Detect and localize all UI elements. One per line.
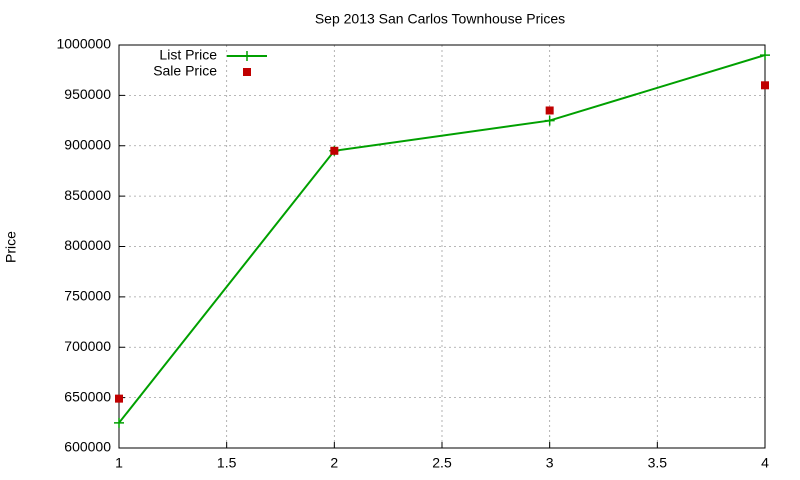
- y-tick-label: 950000: [64, 86, 111, 102]
- y-axis-label: Price: [3, 231, 19, 263]
- point-marker: [115, 394, 123, 403]
- y-tick-label: 850000: [64, 187, 111, 203]
- point-marker: [330, 146, 339, 155]
- series-line: [118, 54, 766, 424]
- y-tick-label: 700000: [64, 338, 111, 354]
- y-tick-label: 600000: [64, 439, 111, 455]
- legend-label: List Price: [159, 47, 217, 63]
- point-marker: [761, 81, 769, 90]
- plot-border: [118, 44, 766, 449]
- y-tick-label: 800000: [64, 237, 111, 253]
- y-tick-label: 650000: [64, 388, 111, 404]
- y-tick-label: 1000000: [56, 36, 111, 52]
- x-tick-label: 1.5: [217, 455, 237, 471]
- chart-title: Sep 2013 San Carlos Townhouse Prices: [315, 11, 565, 27]
- x-tick-label: 3: [546, 455, 554, 471]
- point-marker: [544, 115, 555, 126]
- point-marker: [114, 417, 124, 428]
- legend-swatch: [243, 68, 251, 76]
- legend-label: Sale Price: [153, 63, 217, 79]
- y-tick-label: 750000: [64, 288, 111, 304]
- x-tick-label: 2: [330, 455, 338, 471]
- x-tick-label: 4: [761, 455, 769, 471]
- x-tick-label: 3.5: [648, 455, 668, 471]
- legend-swatch: [242, 51, 252, 61]
- y-tick-label: 900000: [64, 136, 111, 152]
- x-tick-label: 2.5: [432, 455, 452, 471]
- point-marker: [545, 106, 554, 115]
- x-tick-label: 1: [115, 455, 123, 471]
- point-marker: [760, 50, 770, 61]
